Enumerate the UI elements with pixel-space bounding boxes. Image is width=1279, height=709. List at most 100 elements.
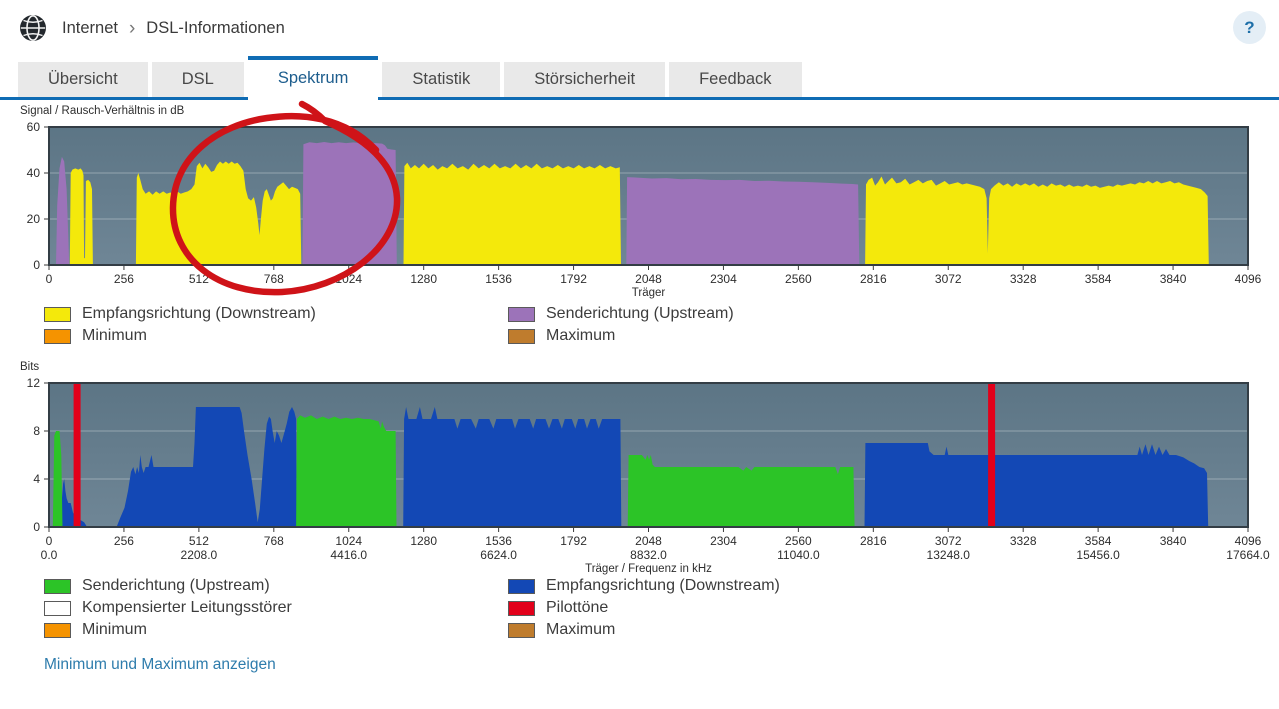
legend-item: Pilottöne (508, 597, 780, 619)
y-tick-label: 60 (27, 122, 41, 134)
x-tick-label: 3072 (935, 534, 962, 548)
y-tick-label: 20 (27, 212, 41, 226)
y-tick-label: 12 (27, 376, 41, 390)
area-segment-upstream_green (627, 455, 855, 527)
legend-label: Maximum (546, 327, 616, 344)
area-segment-upstream_green (296, 415, 397, 527)
x-tick-label: 256 (114, 534, 134, 548)
area-segment-upstream_purple (302, 142, 397, 265)
x-tick-label: 2560 (785, 534, 812, 548)
x-axis-title: Träger / Frequenz in kHz (585, 563, 712, 575)
x-tick2-label: 11040.0 (777, 548, 820, 562)
x-tick-label: 2048 (635, 272, 662, 286)
tab-störsicherheit[interactable]: Störsicherheit (504, 62, 666, 97)
tab-übersicht[interactable]: Übersicht (18, 62, 148, 97)
y-tick-label: 0 (33, 520, 40, 534)
x-tick-label: 3328 (1010, 272, 1037, 286)
x-tick2-label: 17664.0 (1226, 548, 1270, 562)
area-segment-downstream_blue (864, 443, 1209, 527)
breadcrumb: Internet › DSL-Informationen (18, 13, 285, 43)
legend-column: Empfangsrichtung (Downstream) Minimum (44, 303, 508, 347)
y-tick-label: 40 (27, 166, 41, 180)
x-axis-title: Träger (632, 287, 666, 299)
x-tick-label: 1280 (410, 534, 437, 548)
plot-border (48, 126, 1249, 266)
legend-item: Maximum (508, 619, 780, 641)
legend-column: Senderichtung (Upstream) Kompensierter Le… (44, 575, 508, 641)
show-min-max-link[interactable]: Minimum und Maximum anzeigen (44, 656, 276, 673)
tab-feedback[interactable]: Feedback (669, 62, 802, 97)
x-tick2-label: 13248.0 (927, 548, 971, 562)
tab-statistik[interactable]: Statistik (382, 62, 501, 97)
legend-label: Empfangsrichtung (Downstream) (82, 305, 316, 322)
pilot-tone-line (988, 383, 996, 527)
legend-item: Maximum (508, 325, 734, 347)
x-tick-label: 1280 (410, 272, 437, 286)
internet-globe-icon (18, 13, 48, 43)
legend-label: Senderichtung (Upstream) (546, 305, 734, 322)
x-tick-label: 3840 (1160, 534, 1187, 548)
snr-chart-title: Signal / Rausch-Verhältnis in dB (20, 105, 185, 117)
x-tick-label: 768 (264, 272, 284, 286)
legend-swatch-downstream_blue (508, 578, 535, 594)
x-tick-label: 4096 (1235, 534, 1262, 548)
legend-swatch-minimum_orange (44, 622, 71, 638)
legend-label: Minimum (82, 327, 147, 344)
legend-swatch-maximum_brown (508, 328, 535, 344)
x-tick-label: 2816 (860, 272, 887, 286)
snr-legend: Empfangsrichtung (Downstream) Minimum Send… (44, 303, 734, 347)
legend-swatch-minimum_orange (44, 328, 71, 344)
x-tick-label: 1792 (560, 272, 587, 286)
legend-label: Maximum (546, 621, 616, 638)
legend-item: Empfangsrichtung (Downstream) (44, 303, 508, 325)
legend-item: Empfangsrichtung (Downstream) (508, 575, 780, 597)
help-button[interactable]: ? (1233, 11, 1266, 44)
legend-swatch-pilot_red (508, 600, 535, 616)
area-segment-upstream_purple (626, 177, 860, 265)
x-tick-label: 1536 (485, 534, 512, 548)
x-tick-label: 512 (189, 272, 209, 286)
x-tick-label: 768 (264, 534, 284, 548)
legend-item: Minimum (44, 619, 508, 641)
area-segment-downstream_yellow (865, 176, 1209, 265)
tab-bar: Übersicht DSL Spektrum Statistik Störsicherh… (0, 56, 1279, 100)
x-tick-label: 512 (189, 534, 209, 548)
legend-swatch-maximum_brown (508, 622, 535, 638)
x-tick-label: 2816 (860, 534, 887, 548)
x-tick2-label: 15456.0 (1076, 548, 1120, 562)
tab-spektrum[interactable]: Spektrum (247, 56, 379, 100)
x-tick-label: 3328 (1010, 534, 1037, 548)
bits-chart: 0 256 512 768 1024 1280 1536 1792 2048 2304 2560 28… (27, 376, 1270, 575)
x-tick-label: 3584 (1085, 534, 1112, 548)
bits-chart-title: Bits (20, 361, 40, 373)
legend-item: Kompensierter Leitungsstörer (44, 597, 508, 619)
x-tick-label: 0 (46, 534, 53, 548)
breadcrumb-section[interactable]: Internet (62, 18, 118, 37)
breadcrumb-page: DSL-Informationen (146, 18, 285, 37)
tab-dsl[interactable]: DSL (151, 62, 244, 97)
x-tick-label: 0 (46, 272, 53, 286)
legend-item: Senderichtung (Upstream) (508, 303, 734, 325)
legend-column: Senderichtung (Upstream) Maximum (508, 303, 734, 347)
x-tick2-label: 6624.0 (480, 548, 517, 562)
x-tick-label: 2048 (635, 534, 662, 548)
x-tick-label: 256 (114, 272, 134, 286)
snr-chart: 0 256 512 768 1024 1280 1536 1792 2048 2304 2560 28… (27, 122, 1262, 299)
chevron-right-icon: › (128, 17, 136, 39)
area-segment-upstream_green (52, 431, 63, 527)
legend-swatch-upstream_green (44, 578, 71, 594)
x-tick-label: 1792 (560, 534, 587, 548)
x-tick2-label: 0.0 (41, 548, 58, 562)
area-segment-downstream_yellow (69, 168, 93, 265)
x-tick-label: 2304 (710, 534, 737, 548)
pilot-tone-line (73, 383, 81, 527)
legend-column: Empfangsrichtung (Downstream) Pilottöne Ma… (508, 575, 780, 641)
area-segment-downstream_blue (116, 407, 297, 527)
x-tick-label: 3584 (1085, 272, 1112, 286)
legend-label: Pilottöne (546, 599, 609, 616)
x-tick-label: 1024 (335, 272, 362, 286)
legend-label: Kompensierter Leitungsstörer (82, 599, 292, 616)
x-tick-label: 3072 (935, 272, 962, 286)
legend-item: Senderichtung (Upstream) (44, 575, 508, 597)
x-tick-label: 1024 (335, 534, 362, 548)
